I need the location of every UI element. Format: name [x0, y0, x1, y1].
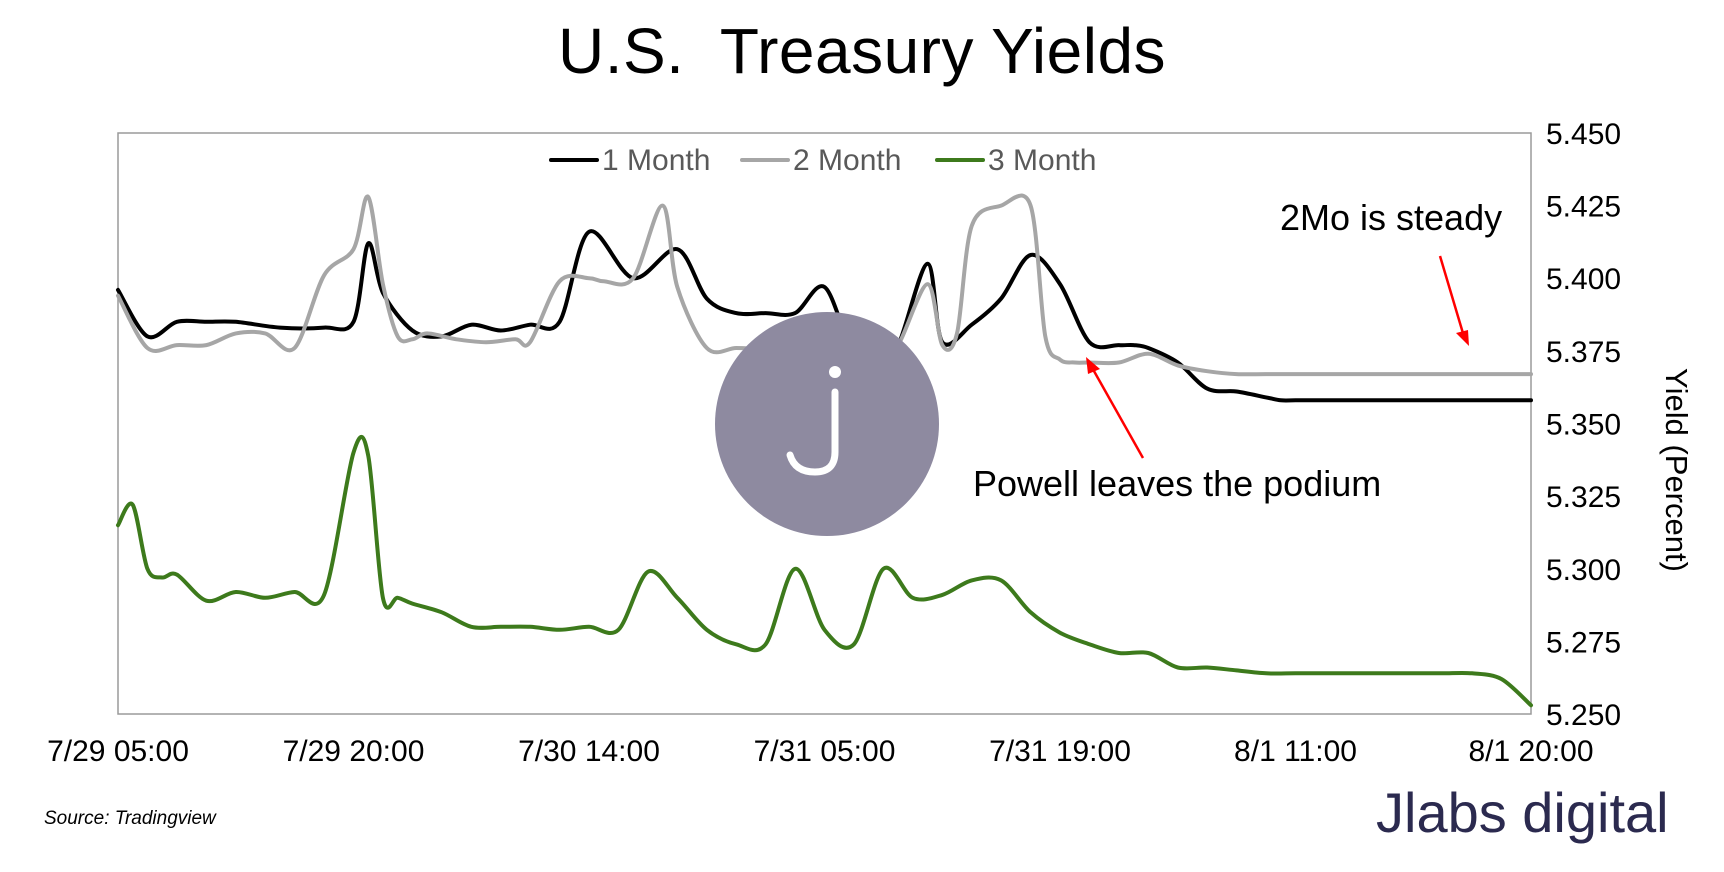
annotation-powell-arrow — [1088, 363, 1145, 459]
watermark-dot — [829, 366, 841, 378]
x-tick-label: 7/30 14:00 — [518, 735, 660, 768]
source-note: Source: Tradingview — [44, 808, 216, 829]
legend: 1 Month 2 Month 3 Month — [549, 144, 1096, 177]
annotation-steady-arrowhead — [1456, 330, 1469, 346]
y-tick-label: 5.350 — [1546, 409, 1621, 442]
y-tick-label: 5.400 — [1546, 263, 1621, 296]
watermark-logo — [715, 312, 939, 536]
x-tick-label: 7/31 19:00 — [989, 735, 1131, 768]
y-tick-label: 5.375 — [1546, 336, 1621, 369]
x-tick-label: 7/29 05:00 — [47, 735, 189, 768]
y-axis: 5.450 5.425 5.400 5.375 5.350 5.325 5.300 5.275… — [1546, 118, 1621, 732]
annotation-powell: Powell leaves the podium — [973, 357, 1381, 504]
y-axis-label: Yield (Percent) — [1659, 368, 1694, 572]
x-tick-label: 8/1 20:00 — [1468, 735, 1593, 768]
y-tick-label: 5.425 — [1546, 191, 1621, 224]
annotation-steady-label: 2Mo is steady — [1280, 197, 1502, 238]
y-tick-label: 5.325 — [1546, 481, 1621, 514]
annotation-powell-label: Powell leaves the podium — [973, 463, 1381, 504]
plot-area — [117, 132, 1532, 715]
x-tick-label: 7/31 05:00 — [754, 735, 896, 768]
chart-title: U.S. Treasury Yields — [557, 15, 1167, 87]
annotation-steady: 2Mo is steady — [1280, 197, 1502, 346]
legend-label-2-month: 2 Month — [793, 144, 901, 177]
watermark-j-icon — [786, 388, 839, 476]
brand-logo: Jlabs digital — [1376, 781, 1669, 844]
watermark-circle — [715, 312, 939, 536]
annotation-powell-arrowhead — [1086, 357, 1100, 374]
legend-label-3-month: 3 Month — [988, 144, 1096, 177]
legend-label-1-month: 1 Month — [602, 144, 710, 177]
series-line-3-month — [116, 434, 1533, 708]
y-tick-label: 5.250 — [1546, 699, 1621, 732]
y-tick-label: 5.275 — [1546, 626, 1621, 659]
y-tick-label: 5.450 — [1546, 118, 1621, 151]
y-tick-label: 5.300 — [1546, 554, 1621, 587]
x-tick-label: 8/1 11:00 — [1234, 735, 1357, 768]
x-tick-label: 7/29 20:00 — [283, 735, 425, 768]
annotation-steady-arrow — [1438, 255, 1467, 341]
x-axis: 7/29 05:00 7/29 20:00 7/30 14:00 7/31 05:00… — [47, 735, 1593, 768]
